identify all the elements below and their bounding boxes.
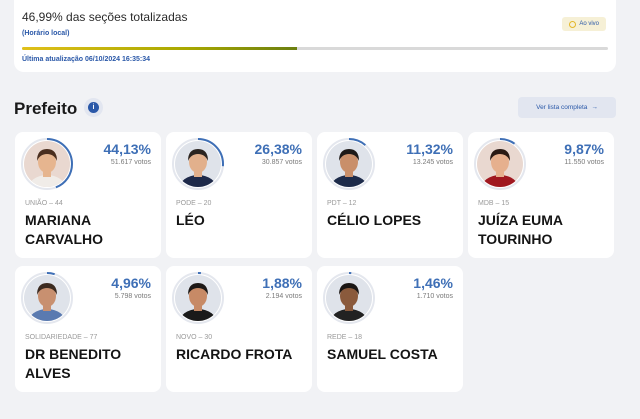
candidate-name: RICARDO FROTA: [176, 346, 293, 362]
vote-share-ring: [21, 272, 73, 324]
candidate-percentage: 44,13%: [103, 141, 151, 157]
candidate-photo: [477, 141, 523, 187]
candidate-name: CÉLIO LOPES: [327, 212, 422, 228]
candidate-party: MDB – 15: [478, 200, 510, 207]
candidate-party: PODE – 20: [176, 200, 212, 207]
vote-share-ring-fill: [172, 272, 224, 324]
candidate-votes: 51.617 votos: [110, 159, 151, 166]
candidate-party: SOLIDARIEDADE – 77: [25, 334, 98, 341]
candidate-percentage: 26,38%: [254, 141, 302, 157]
full-list-label: Ver lista completa: [536, 104, 588, 111]
live-label: Ao vivo: [579, 21, 599, 27]
candidate-percentage: 4,96%: [111, 275, 151, 291]
candidate-name: LÉO: [176, 212, 205, 228]
candidate-party: PDT – 12: [327, 200, 357, 207]
candidate-party: UNIÃO – 44: [25, 200, 63, 207]
candidate-photo: [175, 275, 221, 321]
candidate-name: SAMUEL COSTA: [327, 346, 438, 362]
candidate-percentage: 1,88%: [262, 275, 302, 291]
section-title: Prefeito: [14, 99, 78, 118]
full-list-button[interactable]: Ver lista completa →: [518, 97, 616, 118]
candidate-card[interactable]: 1,46% 1.710 votos REDE – 18 SAMUEL COSTA: [317, 266, 463, 392]
candidate-photo: [326, 275, 372, 321]
candidate-votes: 2.194 votos: [265, 293, 302, 300]
vote-share-ring-fill: [474, 138, 526, 190]
vote-share-ring: [474, 138, 526, 190]
vote-share-ring: [323, 272, 375, 324]
last-update-text: Última atualização 06/10/2024 16:35:34: [22, 56, 151, 63]
sections-progress-fill: [22, 47, 298, 50]
local-time-note: (Horário local): [22, 30, 70, 37]
sections-summary-card: 46,99% das seções totalizadas (Horário l…: [14, 0, 616, 72]
arrow-right-icon: →: [591, 104, 598, 111]
candidate-card[interactable]: 26,38% 30.857 votos PODE – 20 LÉO: [166, 132, 312, 258]
vote-share-ring-fill: [21, 138, 73, 190]
sections-progress-bar: [22, 47, 608, 50]
candidate-card[interactable]: 9,87% 11.550 votos MDB – 15 JUÍZA EUMA TOUR…: [468, 132, 614, 258]
candidate-percentage: 9,87%: [564, 141, 604, 157]
sections-percentage: 46,99% das seções totalizadas: [22, 10, 188, 24]
candidate-votes: 5.798 votos: [114, 293, 151, 300]
candidate-votes: 30.857 votos: [261, 159, 302, 166]
candidate-party: NOVO – 30: [176, 334, 213, 341]
candidate-percentage: 11,32%: [406, 141, 453, 157]
vote-share-ring: [323, 138, 375, 190]
candidate-votes: 13.245 votos: [412, 159, 453, 166]
candidate-card[interactable]: 44,13% 51.617 votos UNIÃO – 44 MARIANA CARV…: [15, 132, 161, 258]
live-badge[interactable]: Ao vivo: [562, 17, 606, 31]
candidate-card[interactable]: 4,96% 5.798 votos SOLIDARIEDADE – 77 DR BEN…: [15, 266, 161, 392]
vote-share-ring-fill: [172, 138, 224, 190]
vote-share-ring: [172, 138, 224, 190]
vote-share-ring-fill: [323, 272, 375, 324]
vote-share-ring-fill: [21, 272, 73, 324]
candidate-name: DR BENEDITO ALVES: [25, 346, 122, 381]
candidate-votes: 1.710 votos: [416, 293, 453, 300]
candidate-photo: [326, 141, 372, 187]
candidate-party: REDE – 18: [327, 334, 363, 341]
live-indicator-icon: [569, 20, 577, 28]
candidate-percentage: 1,46%: [413, 275, 453, 291]
candidate-photo: [175, 141, 221, 187]
vote-share-ring-fill: [323, 138, 375, 190]
candidate-card[interactable]: 1,88% 2.194 votos NOVO – 30 RICARDO FROTA: [166, 266, 312, 392]
vote-share-ring: [21, 138, 73, 190]
vote-share-ring: [172, 272, 224, 324]
candidate-name: JUÍZA EUMA TOURINHO: [478, 212, 563, 247]
candidate-name: MARIANA CARVALHO: [25, 212, 104, 247]
candidate-votes: 11.550 votos: [564, 159, 604, 166]
candidate-photo: [24, 141, 70, 187]
candidate-photo: [24, 275, 70, 321]
candidate-card[interactable]: 11,32% 13.245 votos PDT – 12 CÉLIO LOPES: [317, 132, 463, 258]
info-icon[interactable]: i: [88, 102, 99, 113]
